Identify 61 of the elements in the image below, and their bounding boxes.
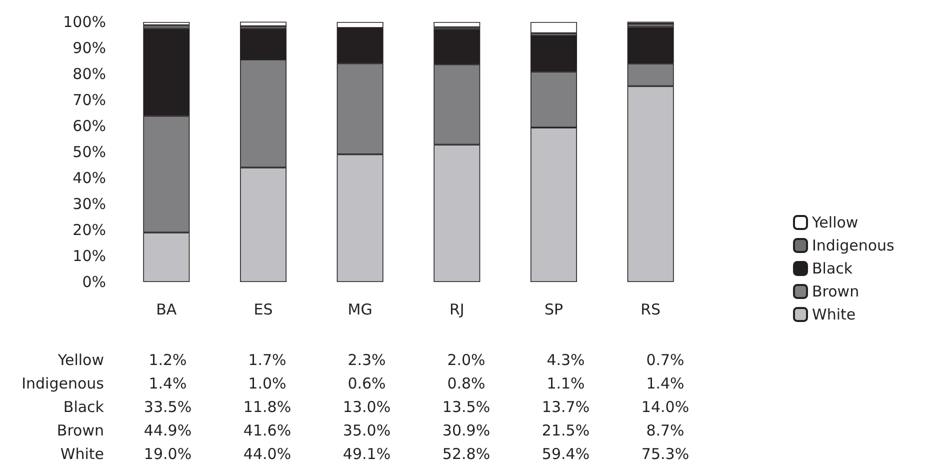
legend-label: Yellow [811, 214, 858, 232]
x-tick-label: RS [640, 300, 661, 318]
data-label: 8.7% [646, 422, 684, 440]
data-label: 0.8% [447, 374, 486, 392]
text: Brown [56, 422, 104, 440]
data-label: 1.7% [248, 351, 286, 369]
text: White [60, 445, 104, 463]
data-label: 44.0% [243, 445, 292, 463]
data-label: 1.1% [546, 374, 585, 392]
data-label: 13.7% [542, 398, 590, 416]
bar [434, 22, 480, 28]
text: Indigenous [22, 374, 104, 392]
data-label: 41.6% [243, 422, 292, 440]
bar [240, 22, 286, 26]
x-tick-label: SP [544, 300, 564, 318]
data-label: 2.3% [348, 351, 386, 369]
y-tick-label: 60% [72, 117, 106, 135]
y-tick-label: 90% [72, 39, 106, 57]
data-label: 1.0% [248, 374, 286, 392]
x-tick-label: RJ [449, 300, 464, 318]
legend-label: Black [812, 260, 853, 278]
data-label: 11.8% [243, 398, 292, 416]
y-tick-label: 10% [72, 247, 106, 265]
data-label: 33.5% [144, 398, 192, 416]
legend-label: Indigenous [812, 236, 895, 254]
y-tick-label: 80% [72, 65, 106, 83]
data-label: 30.9% [442, 422, 490, 440]
data-label: 0.7% [646, 351, 684, 369]
data-label: 4.3% [546, 351, 585, 369]
data-label: 1.4% [646, 374, 684, 392]
data-label: 75.3% [641, 445, 690, 463]
data-label: 0.6% [348, 374, 386, 392]
data-label: 52.8% [442, 445, 490, 463]
y-tick-label: 50% [72, 143, 106, 161]
data-label: 14.0% [641, 398, 690, 416]
y-tick-label: 20% [72, 221, 106, 239]
data-label: 1.2% [148, 351, 187, 369]
x-tick-label: MG [348, 300, 372, 318]
data-label: 44.9% [144, 422, 192, 440]
y-tick-label: 70% [72, 91, 106, 109]
y-tick-label: 0% [82, 273, 106, 291]
bar [530, 22, 577, 34]
data-label: 35.0% [342, 422, 391, 440]
data-label: 2.0% [447, 351, 486, 369]
x-tick-label: ES [254, 300, 273, 318]
text: Yellow [58, 351, 104, 369]
data-label: 1.4% [148, 374, 187, 392]
bar [143, 22, 190, 26]
data-label: 13.5% [442, 398, 490, 416]
y-tick-label: 100% [63, 13, 106, 31]
data-label: 21.5% [542, 422, 590, 440]
data-label: 59.4% [542, 445, 590, 463]
y-tick-label: 40% [72, 169, 106, 187]
data-label: 19.0% [144, 445, 192, 463]
x-tick-label: BA [156, 300, 178, 318]
y-tick-label: 30% [72, 195, 106, 213]
legend-label: White [812, 306, 856, 324]
data-label: 13.0% [342, 398, 391, 416]
text: Black [63, 398, 104, 416]
data-label: 49.1% [342, 445, 391, 463]
legend-label: Brown [812, 282, 860, 300]
